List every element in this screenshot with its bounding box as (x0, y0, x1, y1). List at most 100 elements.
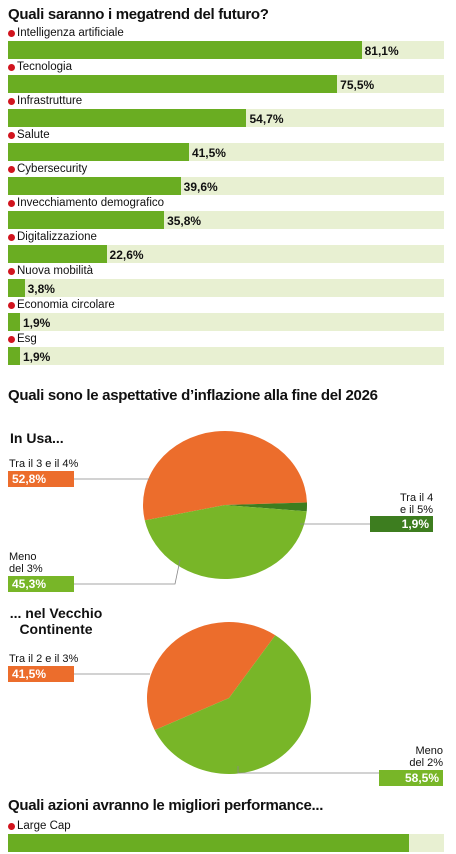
eu-green-value-box: 58,5% (379, 770, 443, 786)
bar-item: Large Cap (8, 820, 444, 854)
bar-value-label: 35,8% (167, 214, 202, 228)
bar-item: Cybersecurity 39,6% (8, 163, 444, 197)
bullet-dot-icon (8, 234, 15, 241)
bar-item: Economia circolare 1,9% (8, 299, 444, 333)
eu-green-label: Meno del 2% (405, 745, 443, 769)
bar-fill (8, 245, 107, 263)
pie-slice (154, 635, 312, 775)
bar-item: Esg 1,9% (8, 333, 444, 367)
bar-item: Digitalizzazione 22,6% (8, 231, 444, 265)
eu-green-label-line2: del 2% (409, 757, 443, 769)
usa-orange-value-box: 52,8% (8, 471, 74, 487)
bar-value-label: 41,5% (191, 146, 226, 160)
bar-item: Infrastrutture 54,7% (8, 95, 444, 129)
bar-category-label: Tecnologia (8, 61, 72, 74)
bullet-dot-icon (8, 30, 15, 37)
bullet-dot-icon (8, 166, 15, 173)
bar-fill (8, 313, 20, 331)
bar-category-label: Economia circolare (8, 299, 115, 312)
europe-heading: ... nel Vecchio Continente (8, 605, 104, 637)
bar-track: 75,5% (8, 75, 444, 93)
bar-category-label: Cybersecurity (8, 163, 87, 176)
bar-track: 39,6% (8, 177, 444, 195)
bar-category-text: Large Cap (17, 820, 71, 832)
bullet-dot-icon (8, 200, 15, 207)
bar-category-label: Large Cap (8, 820, 71, 833)
usa-orange-label: Tra il 3 e il 4% (9, 458, 79, 470)
bar-fill (8, 834, 410, 852)
bar-track: 22,6% (8, 245, 444, 263)
pie-slice (144, 505, 307, 580)
bar-item: Invecchiamento demografico 35,8% (8, 197, 444, 231)
bar-fill (8, 347, 20, 365)
bullet-dot-icon (8, 64, 15, 71)
usa-dark-label: Tra il 4 e il 5% (400, 492, 433, 516)
bar-category-label: Esg (8, 333, 37, 346)
bar-category-label: Invecchiamento demografico (8, 197, 164, 210)
bar-value-label: 1,9% (23, 316, 51, 330)
inflation-title: Quali sono le aspettative d’inflazione a… (8, 387, 378, 404)
bar-track: 3,8% (8, 279, 444, 297)
bar-fill (8, 109, 247, 127)
bar-fill (8, 279, 25, 297)
bullet-dot-icon (8, 132, 15, 139)
usa-green-value-box: 45,3% (8, 576, 74, 592)
bar-item: Nuova mobilità 3,8% (8, 265, 444, 299)
bullet-dot-icon (8, 336, 15, 343)
bar-track: 1,9% (8, 313, 444, 331)
bar-category-text: Nuova mobilità (17, 265, 94, 277)
bar-item: Salute 41,5% (8, 129, 444, 163)
bar-category-text: Digitalizzazione (17, 231, 97, 243)
bar-item: Intelligenza artificiale 81,1% (8, 27, 444, 61)
bullet-dot-icon (8, 823, 15, 830)
usa-dark-label-line2: e il 5% (400, 504, 434, 516)
bar-category-label: Intelligenza artificiale (8, 27, 124, 40)
bar-item: Tecnologia 75,5% (8, 61, 444, 95)
bar-fill (8, 211, 165, 229)
pie-slice (147, 622, 276, 731)
europe-heading-line1: ... nel Vecchio (9, 605, 103, 621)
bar-track: 81,1% (8, 41, 444, 59)
bar-value-label: 1,9% (23, 350, 51, 364)
leader-line (237, 766, 379, 774)
usa-green-label-line1: Meno (9, 551, 37, 563)
bar-category-text: Salute (17, 129, 50, 141)
usa-green-label: Meno del 3% (9, 551, 43, 575)
stocks-title: Quali azioni avranno le migliori perform… (8, 797, 324, 814)
bar-category-label: Nuova mobilità (8, 265, 93, 278)
bar-track: 54,7% (8, 109, 444, 127)
europe-heading-line2: Continente (19, 621, 93, 637)
bar-value-label: 54,7% (249, 112, 284, 126)
bar-value-label: 81,1% (364, 44, 399, 58)
usa-dark-label-line1: Tra il 4 (400, 492, 434, 504)
bar-fill (8, 41, 362, 59)
bar-fill (8, 143, 189, 161)
bar-track: 41,5% (8, 143, 444, 161)
pie-slice (142, 430, 307, 521)
bar-fill (8, 75, 338, 93)
bar-category-text: Esg (17, 333, 37, 345)
leader-line (74, 559, 181, 585)
bar-category-text: Cybersecurity (17, 163, 88, 175)
bullet-dot-icon (8, 302, 15, 309)
usa-heading: In Usa... (10, 430, 64, 446)
bar-category-label: Salute (8, 129, 50, 142)
bar-fill (8, 177, 181, 195)
eu-orange-value-box: 41,5% (8, 666, 74, 682)
bar-category-text: Economia circolare (17, 299, 115, 311)
pie-slice (225, 502, 307, 512)
bar-value-label: 39,6% (183, 180, 218, 194)
usa-green-label-line2: del 3% (9, 563, 43, 575)
bar-track (8, 834, 444, 852)
usa-dark-value-box: 1,9% (370, 516, 433, 532)
bar-category-text: Invecchiamento demografico (17, 197, 165, 209)
bar-category-text: Tecnologia (17, 61, 72, 73)
bar-track: 1,9% (8, 347, 444, 365)
bullet-dot-icon (8, 98, 15, 105)
eu-green-label-line1: Meno (415, 745, 443, 757)
bar-value-label: 75,5% (340, 78, 375, 92)
megatrend-title: Quali saranno i megatrend del futuro? (8, 6, 269, 23)
bullet-dot-icon (8, 268, 15, 275)
eu-orange-label: Tra il 2 e il 3% (9, 653, 79, 665)
bar-category-label: Digitalizzazione (8, 231, 97, 244)
